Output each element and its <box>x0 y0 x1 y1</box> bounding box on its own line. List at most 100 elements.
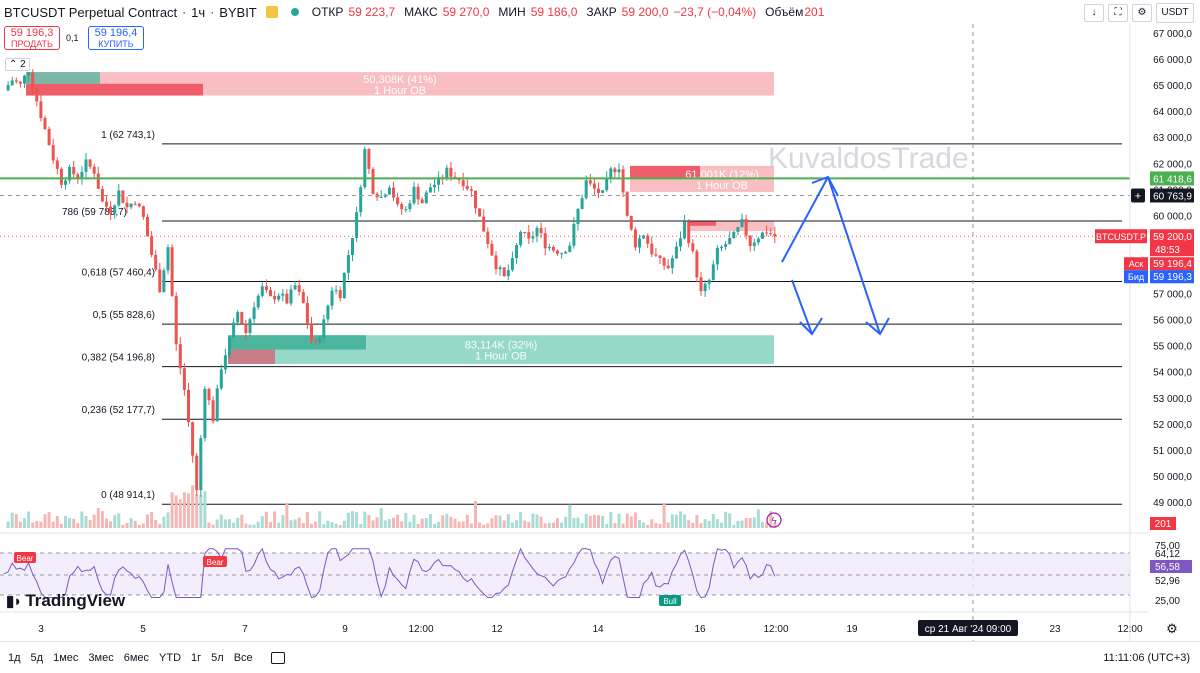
volume-bar <box>703 519 707 528</box>
volume-bar <box>761 522 764 528</box>
close-value: 59 200,0 <box>621 5 669 19</box>
calendar-icon[interactable] <box>270 651 285 664</box>
fib-level-label: 0,5 (55 828,6) <box>93 310 155 321</box>
sell-button[interactable]: 59 196,3 ПРОДАТЬ <box>4 26 60 50</box>
timeframe-8[interactable]: Все <box>233 651 253 664</box>
candle-body <box>711 264 715 280</box>
volume-bar <box>137 524 141 528</box>
symbol-title[interactable]: BTCUSDT Perpetual Contract <box>4 4 178 20</box>
candle-body <box>564 251 568 254</box>
timeframe-7[interactable]: 5л <box>211 651 224 664</box>
candle-body <box>482 216 486 232</box>
candle-body <box>670 258 674 269</box>
timeframe-4[interactable]: 6мес <box>123 651 150 664</box>
rsi-tick-label: 75,00 <box>1155 541 1180 552</box>
candle-body <box>199 438 203 491</box>
volume-bar <box>244 523 248 528</box>
order-block-label: 50,308K (41%) <box>363 74 436 86</box>
volume-bar <box>658 524 662 528</box>
candle-body <box>527 232 531 239</box>
volume-bar <box>109 521 113 528</box>
candle-body <box>363 149 367 188</box>
price-tick-label: 55 000,0 <box>1153 342 1192 353</box>
timeframe-6[interactable]: 1г <box>191 651 202 664</box>
candle-body <box>10 80 14 86</box>
candle-body <box>219 369 223 389</box>
candle-body <box>408 203 412 210</box>
volume-bar <box>80 511 84 528</box>
arrow-down-icon[interactable]: ↓ <box>1084 4 1104 22</box>
volume-bar <box>55 515 59 528</box>
volume-badge <box>1150 517 1176 530</box>
candle-body <box>154 254 158 270</box>
volume-bar <box>150 511 154 528</box>
timeframe-1[interactable]: 5д <box>30 651 44 664</box>
volume-bar <box>654 522 658 528</box>
volume-bar <box>679 511 682 528</box>
candle-body <box>342 272 346 299</box>
clock[interactable]: 11:11:06 (UTC+3) <box>1103 651 1190 664</box>
volume-bar <box>510 522 514 528</box>
high-label: МАКС <box>404 5 438 19</box>
candle-body <box>691 243 695 252</box>
candle-body <box>322 319 326 339</box>
timeframe-3[interactable]: 3мес <box>88 651 114 664</box>
candle-body <box>543 233 547 249</box>
volume-bar <box>355 512 359 528</box>
volume-bar <box>76 523 80 528</box>
candle-body <box>260 286 264 296</box>
fullscreen-icon[interactable]: ⛶ <box>1108 4 1128 22</box>
volume-bar <box>523 520 527 528</box>
volume-bar <box>27 511 31 528</box>
volume-bar <box>474 500 477 528</box>
lightning-glyph: ϟ <box>771 516 777 527</box>
volume-bar <box>125 522 129 528</box>
volume-bar <box>162 516 166 528</box>
change-value: −23,7 (−0,04%) <box>673 5 757 19</box>
volume-bar <box>629 516 633 528</box>
volume-bar <box>478 522 482 528</box>
timeframe-5[interactable]: YTD <box>159 651 182 664</box>
order-block-sublabel: 1 Hour OB <box>374 85 426 97</box>
volume-bar <box>539 516 543 528</box>
candle-body <box>76 174 80 179</box>
volume-bar <box>23 518 26 528</box>
volume-bar <box>269 522 272 528</box>
interval-label[interactable]: 1ч <box>191 4 206 20</box>
candle-body <box>244 323 248 334</box>
volume-bar <box>6 521 10 528</box>
volume-bar <box>621 523 625 528</box>
candle-body <box>269 290 272 297</box>
buy-button[interactable]: 59 196,4 КУПИТЬ <box>88 26 144 50</box>
candle-body <box>273 296 277 300</box>
candle-body <box>580 198 584 209</box>
volume-bar <box>715 519 719 528</box>
indicators-toggle[interactable]: ⌃ 2 <box>5 58 30 71</box>
currency-button[interactable]: USDT <box>1156 3 1194 23</box>
candle-body <box>174 295 178 345</box>
volume-bar <box>64 515 67 528</box>
candle-body <box>445 167 449 179</box>
candle-body <box>617 169 621 173</box>
candle-body <box>314 340 318 343</box>
candle-body <box>744 219 748 236</box>
gear-icon[interactable]: ⚙ <box>1132 4 1152 22</box>
green-line-price: 61 418,6 <box>1153 174 1192 185</box>
candle-body <box>494 255 498 270</box>
volume-bar <box>182 492 186 528</box>
timeframe-2[interactable]: 1мес <box>53 651 79 664</box>
candle-body <box>412 186 416 204</box>
candle-body <box>223 355 227 370</box>
candle-body <box>658 255 662 258</box>
fib-retracement: 1 (62 743,1) 786 (59 783,7) 0,618 (57 460,… <box>62 130 1122 505</box>
candle-body <box>166 247 170 271</box>
volume-bar <box>412 514 416 528</box>
volume-bar <box>580 523 584 528</box>
timeframe-0[interactable]: 1д <box>8 651 21 664</box>
volume-bar <box>342 520 346 528</box>
candle-body <box>679 238 682 247</box>
sell-price: 59 196,3 <box>10 27 54 39</box>
candle-body <box>720 246 723 248</box>
volume-bar <box>174 495 178 528</box>
